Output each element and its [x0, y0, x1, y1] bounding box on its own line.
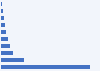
Bar — [1, 37, 8, 41]
Bar — [1, 65, 90, 69]
Bar — [1, 23, 5, 27]
Bar — [1, 30, 6, 34]
Bar — [1, 44, 10, 48]
Bar — [1, 9, 3, 13]
Bar — [1, 58, 24, 62]
Bar — [1, 16, 4, 20]
Bar — [1, 2, 2, 6]
Bar — [1, 51, 13, 55]
